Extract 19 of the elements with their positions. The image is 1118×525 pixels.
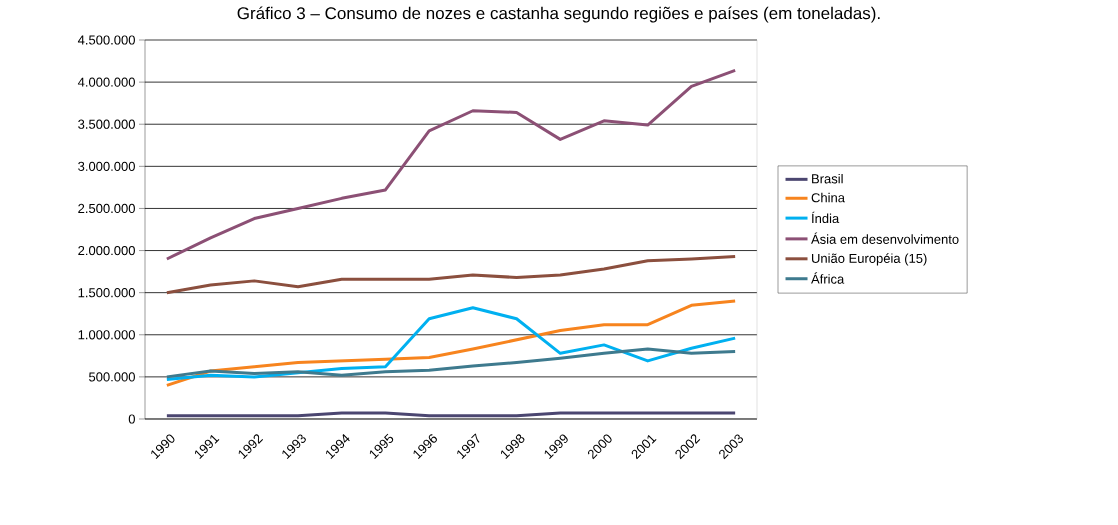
y-tick-label: 3.500.000 [78,119,135,129]
legend-label: Ásia em desenvolvimento [811,232,959,244]
chart-title: Gráfico 3 – Consumo de nozes e castanha segundo regiões e países (em toneladas). [237,6,880,23]
line-series [165,68,737,261]
legend-label: África [811,272,845,284]
y-tick-label: 0 [128,414,135,424]
legend-label: Brasil [812,173,843,184]
y-tick-label: 2.000.000 [78,245,135,256]
y-tick-label: 1.500.000 [78,288,135,298]
line-series [165,347,737,379]
legend-label: China [811,192,845,203]
y-tick-label: 4.000.000 [77,77,135,87]
y-tick-label: 3.000.000 [78,161,135,171]
legend-label: União Européia (15) [812,253,927,266]
y-tick-label: 500.000 [89,372,135,382]
y-tick-label: 1.000.000 [78,330,135,340]
y-tick-label: 2.500.000 [78,203,135,214]
y-tick-label: 4.500.000 [77,35,135,45]
legend-label: Índia [811,211,840,224]
